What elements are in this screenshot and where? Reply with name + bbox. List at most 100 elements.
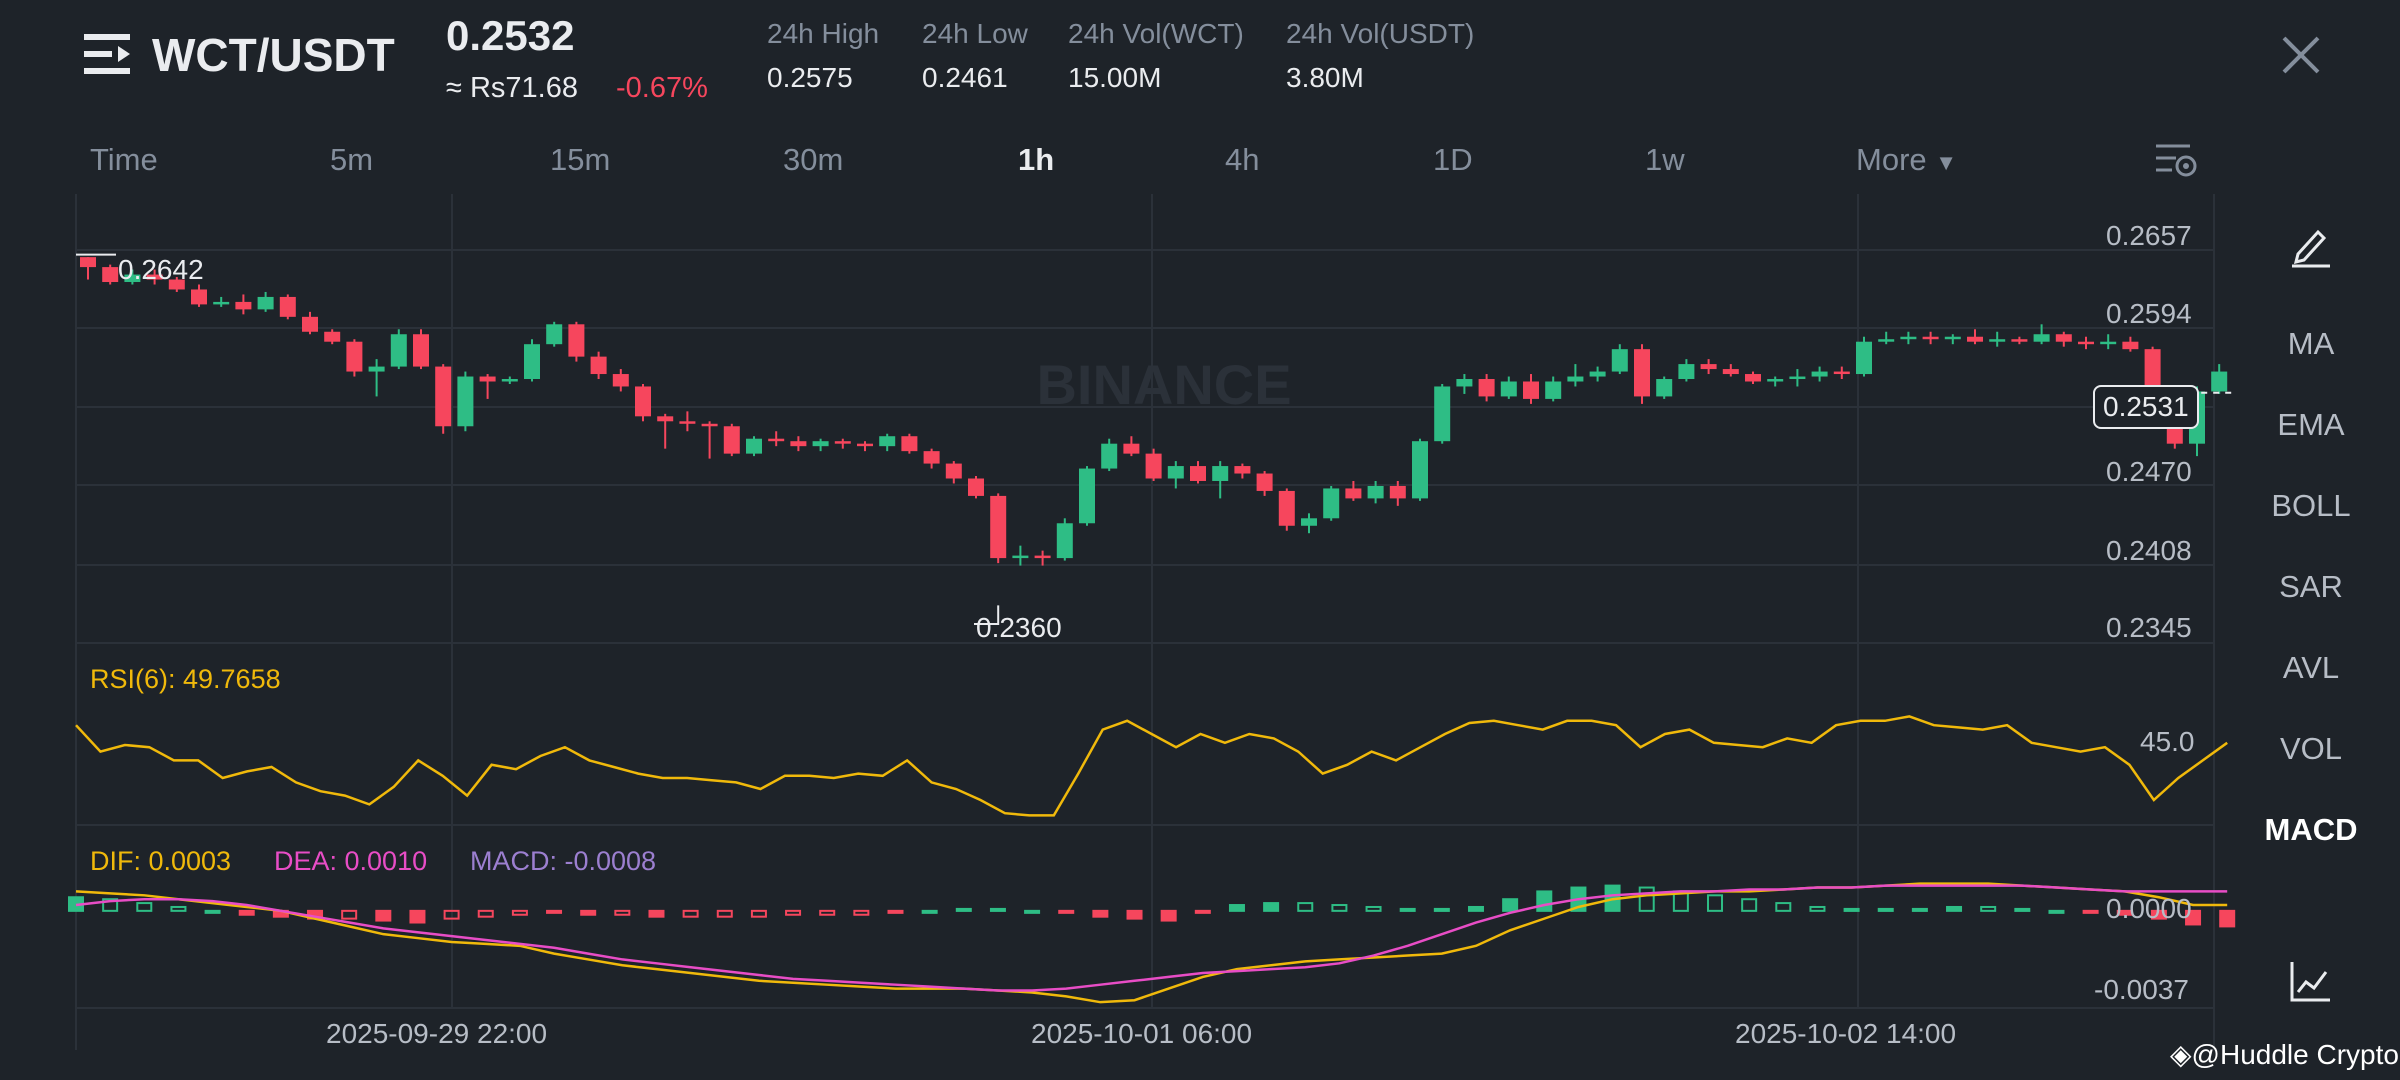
indicator-ema[interactable]: EMA: [2277, 407, 2345, 442]
indicator-ma[interactable]: MA: [2287, 326, 2335, 361]
macd-bar: [1399, 907, 1416, 912]
indicator-vol[interactable]: VOL: [2279, 731, 2343, 766]
stat-24h-vol-usdt-value: 3.80M: [1286, 62, 1364, 93]
tab-1w[interactable]: 1w: [1645, 142, 1685, 177]
pair-title[interactable]: WCT/USDT: [152, 29, 395, 81]
macd-dea-line: [75, 884, 2228, 992]
candle: [1634, 349, 1650, 397]
macd-bar: [1126, 909, 1143, 920]
candle: [1478, 379, 1495, 397]
macd-bar: [1467, 905, 1484, 912]
candle: [568, 324, 585, 357]
tab-30m[interactable]: 30m: [783, 142, 844, 177]
tab-4h[interactable]: 4h: [1225, 142, 1260, 177]
candle: [1545, 381, 1562, 399]
candle: [2078, 341, 2094, 345]
time-label-2: 2025-10-02 14:00: [1735, 1018, 1957, 1049]
candle: [1234, 466, 1251, 474]
candle: [1412, 441, 1428, 499]
macd-bar: [887, 909, 904, 914]
macd-tick-0: 0.0000: [2106, 893, 2192, 924]
candle: [768, 438, 785, 442]
candle: [1944, 336, 1961, 340]
candle: [1523, 381, 1539, 399]
candle: [590, 356, 607, 375]
macd-bar: [409, 909, 426, 924]
candle: [1012, 555, 1029, 559]
candle: [524, 344, 540, 380]
stat-24h-vol-usdt-label: 24h Vol(USDT): [1286, 18, 1475, 49]
low-marker: 0.2360: [976, 612, 1062, 643]
candle: [1922, 336, 1939, 340]
macd-bar: [750, 909, 767, 918]
candle: [102, 267, 119, 283]
indicator-avl[interactable]: AVL: [2282, 650, 2340, 685]
candle: [146, 274, 163, 280]
stat-24h-high-value: 0.2575: [767, 62, 853, 93]
macd-bar: [921, 909, 938, 914]
macd-bar: [1365, 905, 1382, 912]
candle: [1145, 453, 1162, 479]
candle: [790, 441, 807, 447]
tab-more[interactable]: More ▼: [1856, 142, 1957, 178]
candle: [1212, 466, 1229, 481]
candle: [679, 421, 696, 424]
macd-bar: [1877, 907, 1894, 912]
price-change: -0.67%: [616, 72, 708, 104]
macd-tick-1: -0.0037: [2094, 974, 2189, 1005]
candle: [457, 376, 474, 427]
macd-bar: [204, 909, 221, 914]
candle: [612, 374, 629, 387]
indicator-boll[interactable]: BOLL: [2271, 488, 2351, 523]
pencil-draw-icon[interactable]: [2290, 224, 2332, 268]
macd-bar: [785, 909, 802, 916]
tab-15m[interactable]: 15m: [550, 142, 611, 177]
rsi-legend: RSI(6): 49.7658: [90, 664, 281, 694]
macd-bar: [1228, 904, 1245, 912]
indicator-sar[interactable]: SAR: [2279, 569, 2343, 604]
macd-bar: [614, 909, 631, 916]
tab-5m[interactable]: 5m: [330, 142, 374, 177]
candle: [923, 451, 940, 464]
candle: [1811, 371, 1828, 377]
candle: [479, 376, 496, 382]
candle: [1034, 555, 1051, 559]
macd-bar: [2116, 909, 2133, 916]
candle: [1833, 371, 1850, 375]
menu-icon[interactable]: [84, 32, 130, 76]
current-price-tag: 0.2531: [2093, 385, 2199, 429]
candle: [1301, 518, 1317, 526]
candle: [2055, 334, 2072, 342]
candle: [812, 441, 829, 447]
candle: [1278, 490, 1295, 526]
candle: [1367, 485, 1384, 499]
candle: [834, 441, 851, 444]
tab-1h[interactable]: 1h: [1018, 142, 1055, 177]
tab-time[interactable]: Time: [90, 142, 158, 177]
candle: [901, 436, 918, 452]
candle: [1256, 473, 1273, 491]
macd-bar: [580, 909, 597, 916]
candle: [1767, 379, 1784, 382]
line-chart-icon[interactable]: [2290, 960, 2332, 1004]
macd-bar: [989, 907, 1006, 912]
chart-settings-icon[interactable]: [2154, 140, 2198, 180]
high-marker: 0.2642: [118, 254, 204, 285]
macd-bar: [1843, 907, 1860, 912]
candle: [1167, 466, 1184, 479]
candle: [1656, 379, 1673, 397]
candle: [1989, 339, 2006, 342]
close-icon[interactable]: [2276, 30, 2326, 80]
macd-bar: [2082, 909, 2099, 914]
candle: [1456, 379, 1473, 387]
macd-bar: [170, 905, 187, 912]
candle: [1589, 371, 1606, 377]
macd-bar: [1536, 890, 1553, 912]
binance-watermark: BINANCE: [1036, 353, 1291, 416]
indicator-macd[interactable]: MACD: [2264, 812, 2358, 847]
tab-1d[interactable]: 1D: [1433, 142, 1473, 177]
candle: [346, 341, 363, 372]
macd-bar: [341, 909, 358, 920]
macd-bar: [1024, 909, 1041, 914]
